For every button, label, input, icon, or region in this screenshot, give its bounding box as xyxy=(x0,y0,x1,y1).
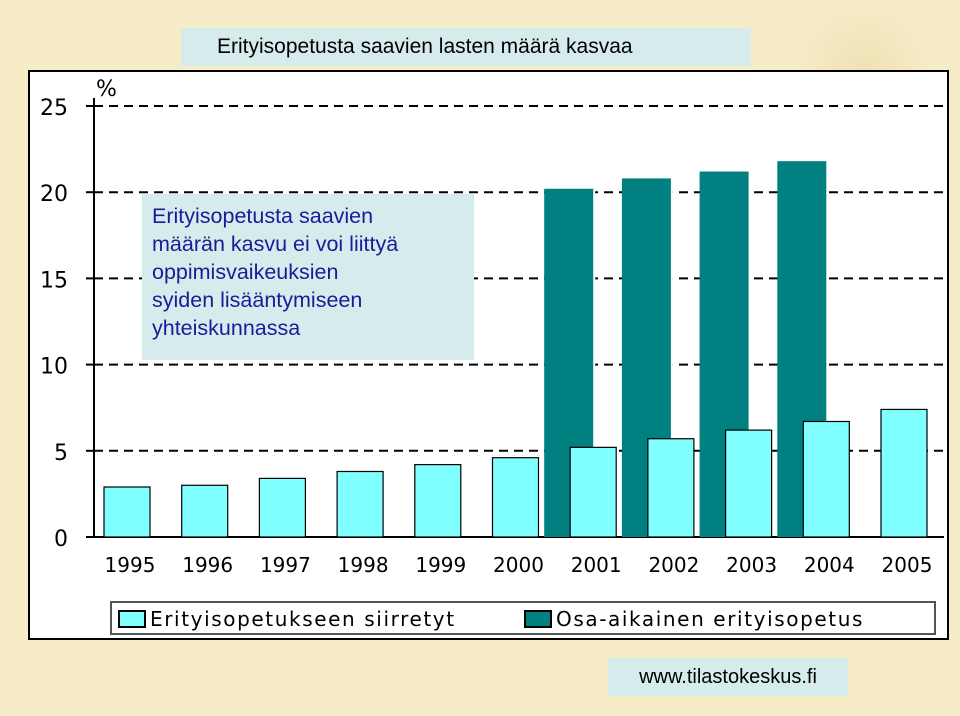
x-tick-label-2001: 2001 xyxy=(571,553,622,577)
x-tick-label-2005: 2005 xyxy=(882,553,933,577)
chart-legend: Erityisopetukseen siirretyt Osa-aikainen… xyxy=(110,601,936,635)
callout-line-5: yhteiskunnassa xyxy=(152,316,301,340)
legend-label-series-2: Osa-aikainen erityisopetus xyxy=(556,607,865,631)
y-tick-label-20: 20 xyxy=(40,182,68,207)
source-box: www.tilastokeskus.fi xyxy=(608,658,848,696)
y-axis-label: % xyxy=(96,77,117,102)
bar-series-1-1997 xyxy=(258,477,306,538)
legend-item-series-2: Osa-aikainen erityisopetus xyxy=(524,607,864,631)
bar-series-1-1995 xyxy=(103,486,151,538)
callout-line-4: syiden lisääntymiseen xyxy=(152,288,363,312)
annotation-callout: Erityisopetusta saavien määrän kasvu ei … xyxy=(142,194,474,360)
x-tick-label-1998: 1998 xyxy=(338,553,389,577)
x-tick-label-2000: 2000 xyxy=(493,553,544,577)
callout-line-2: määrän kasvu ei voi liittyä xyxy=(152,232,399,256)
x-tick-label-2004: 2004 xyxy=(804,553,855,577)
y-tick-label-25: 25 xyxy=(40,96,68,121)
callout-line-3: oppimisvaikeuksien xyxy=(152,260,339,284)
y-tick-label-0: 0 xyxy=(54,527,68,552)
y-tick-label-5: 5 xyxy=(54,441,68,466)
bar-series-1-2003 xyxy=(724,429,773,538)
title-box: Erityisopetusta saavien lasten määrä kas… xyxy=(181,28,751,66)
legend-swatch-series-2 xyxy=(524,610,552,628)
legend-swatch-series-1 xyxy=(118,610,146,628)
source-link: www.tilastokeskus.fi xyxy=(639,666,817,688)
legend-item-series-1: Erityisopetukseen siirretyt xyxy=(118,607,456,631)
x-tick-label-1996: 1996 xyxy=(182,553,233,577)
bar-series-1-2000 xyxy=(491,457,540,538)
bar-series-1-2005 xyxy=(880,408,928,538)
bar-series-1-2001 xyxy=(569,446,617,538)
bar-series-1-1999 xyxy=(414,463,462,538)
x-tick-label-1995: 1995 xyxy=(105,553,156,577)
y-tick-label-15: 15 xyxy=(40,268,68,293)
legend-label-series-1: Erityisopetukseen siirretyt xyxy=(150,607,456,631)
x-tick-label-1997: 1997 xyxy=(260,553,311,577)
x-tick-label-1999: 1999 xyxy=(415,553,466,577)
callout-line-1: Erityisopetusta saavien xyxy=(152,204,374,228)
bar-series-1-1998 xyxy=(336,470,384,538)
x-tick-label-2002: 2002 xyxy=(648,553,699,577)
bar-series-1-1996 xyxy=(181,484,229,538)
bar-series-1-2002 xyxy=(647,438,695,538)
x-tick-label-2003: 2003 xyxy=(726,553,777,577)
chart-title: Erityisopetusta saavien lasten määrä kas… xyxy=(217,35,633,58)
y-tick-label-10: 10 xyxy=(40,355,68,380)
bar-series-1-2004 xyxy=(802,420,850,538)
